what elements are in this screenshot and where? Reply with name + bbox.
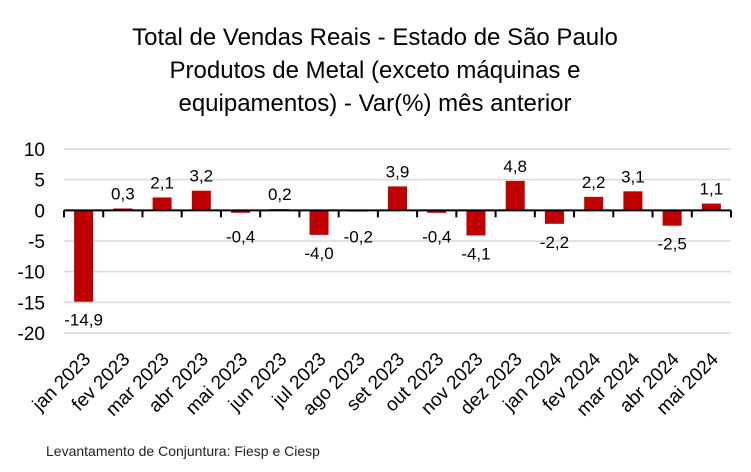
y-tick-label: 5 bbox=[34, 171, 45, 192]
bar-set-2023 bbox=[388, 186, 407, 211]
data-label: 3,9 bbox=[386, 162, 410, 181]
bar-out-2023 bbox=[427, 210, 447, 213]
data-label: -14,9 bbox=[64, 311, 103, 330]
data-label: -2,5 bbox=[657, 235, 686, 254]
bar-mai-2024 bbox=[701, 203, 721, 211]
bar-jan-2023 bbox=[74, 210, 94, 302]
bar-abr-2023 bbox=[191, 190, 211, 211]
title-line-2: Produtos de Metal (exceto máquinas e bbox=[170, 57, 581, 84]
bar-mai-2023 bbox=[231, 210, 251, 213]
data-label: 0,2 bbox=[268, 185, 292, 204]
y-tick-label: -10 bbox=[18, 263, 45, 284]
chart-title: Total de Vendas Reais - Estado de São Pa… bbox=[132, 24, 618, 117]
data-label: -0,4 bbox=[422, 227, 451, 246]
title-line-3: equipamentos) - Var(%) mês anterior bbox=[178, 90, 571, 117]
data-labels: -14,9 0,3 2,1 3,2 -0,4 0,2 -4,0 -0,2 3,9 -0,4 -4,1… bbox=[64, 157, 723, 330]
data-label: -4,0 bbox=[304, 244, 333, 263]
y-tick-label: 0 bbox=[34, 201, 45, 222]
data-label: 1,1 bbox=[700, 180, 724, 199]
data-label: -2,2 bbox=[540, 233, 569, 252]
data-label: -0,4 bbox=[226, 227, 255, 246]
bar-dez-2023 bbox=[505, 180, 525, 211]
bar-jan-2024 bbox=[544, 210, 564, 224]
bar-fev-2024 bbox=[584, 196, 604, 211]
gridlines bbox=[64, 148, 731, 334]
data-label: -0,2 bbox=[344, 227, 373, 246]
bar-nov-2023 bbox=[466, 210, 486, 236]
bar-mar-2023 bbox=[152, 197, 172, 211]
y-tick-label: 10 bbox=[24, 140, 45, 161]
y-tick-label: -15 bbox=[18, 293, 45, 314]
source-note: Levantamento de Conjuntura: Fiesp e Cies… bbox=[46, 443, 320, 459]
data-label: 4,8 bbox=[503, 157, 527, 176]
data-label: 2,2 bbox=[582, 173, 606, 192]
x-axis bbox=[63, 209, 732, 218]
y-tick-label: -20 bbox=[18, 324, 45, 345]
data-label: 3,1 bbox=[621, 167, 645, 186]
y-axis: 10 5 0 -5 -10 -15 -20 bbox=[18, 140, 45, 345]
bar-abr-2024 bbox=[662, 210, 682, 226]
bar-mar-2024 bbox=[623, 191, 643, 211]
data-label: 3,2 bbox=[190, 167, 214, 186]
title-line-1: Total de Vendas Reais - Estado de São Pa… bbox=[132, 24, 618, 51]
data-label: -4,1 bbox=[461, 244, 490, 263]
y-tick-label: -5 bbox=[28, 232, 45, 253]
data-label: 0,3 bbox=[111, 184, 135, 203]
bar-jul-2023 bbox=[309, 210, 329, 235]
data-label: 2,1 bbox=[150, 173, 174, 192]
